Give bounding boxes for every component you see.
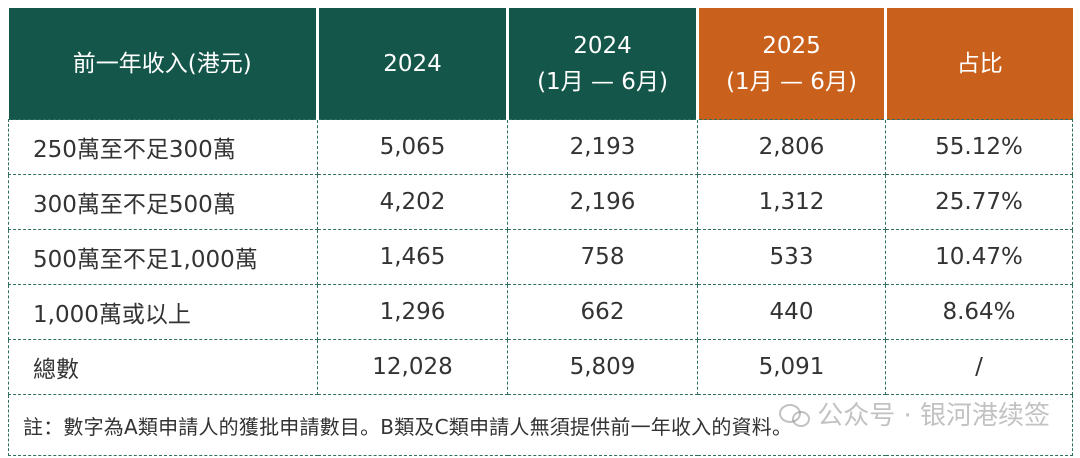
share-cell: 8.64% (885, 284, 1073, 340)
value-2025-h1-cell: 5,091 (697, 339, 886, 395)
value-2024-cell: 4,202 (317, 174, 508, 230)
share-cell: 25.77% (885, 174, 1073, 230)
table-header-row: 前一年收入(港元) 2024 2024 (1月 — 6月) 2025 (1月 —… (8, 8, 1073, 120)
header-2024: 2024 (317, 8, 509, 120)
header-2024-h1-period: (1月 — 6月) (537, 68, 668, 95)
watermark: 公众号 · 银河港续签 (779, 395, 1050, 432)
header-2024-h1: 2024 (1月 — 6月) (507, 8, 699, 120)
header-2024-label: 2024 (383, 50, 442, 77)
header-2025-h1: 2025 (1月 — 6月) (697, 8, 887, 120)
header-income: 前一年收入(港元) (8, 8, 319, 120)
value-2025-h1-cell: 533 (697, 229, 886, 285)
value-2024-h1-cell: 662 (507, 284, 698, 340)
value-2024-h1-cell: 2,196 (507, 174, 698, 230)
table-note: 註：數字為A類申請人的獲批申請數目。B類及C類申請人無須提供前一年收入的資料。 (8, 394, 1073, 456)
table-row: 500萬至不足1,000萬 1,465 758 533 10.47% (8, 229, 1073, 285)
table-row: 250萬至不足300萬 5,065 2,193 2,806 55.12% (8, 119, 1073, 175)
income-table-container: 前一年收入(港元) 2024 2024 (1月 — 6月) 2025 (1月 —… (8, 8, 1073, 456)
wechat-icon (779, 402, 811, 427)
value-2024-h1-cell: 2,193 (507, 119, 698, 175)
income-cell: 300萬至不足500萬 (8, 174, 318, 230)
value-2024-h1-cell: 758 (507, 229, 698, 285)
value-2024-cell: 12,028 (317, 339, 508, 395)
table-row: 1,000萬或以上 1,296 662 440 8.64% (8, 284, 1073, 340)
header-income-label: 前一年收入(港元) (72, 50, 252, 77)
header-share-label: 占比 (956, 50, 1003, 77)
header-share: 占比 (885, 8, 1073, 120)
value-2025-h1-cell: 440 (697, 284, 886, 340)
income-cell: 1,000萬或以上 (8, 284, 318, 340)
income-table: 前一年收入(港元) 2024 2024 (1月 — 6月) 2025 (1月 —… (8, 8, 1073, 456)
income-cell: 500萬至不足1,000萬 (8, 229, 318, 285)
table-row: 300萬至不足500萬 4,202 2,196 1,312 25.77% (8, 174, 1073, 230)
watermark-text: 公众号 · 银河港续签 (817, 401, 1050, 431)
income-cell: 250萬至不足300萬 (8, 119, 318, 175)
value-2025-h1-cell: 2,806 (697, 119, 886, 175)
share-cell: 55.12% (885, 119, 1073, 175)
header-2025-h1-period: (1月 — 6月) (726, 68, 857, 95)
value-2024-cell: 5,065 (317, 119, 508, 175)
share-cell: / (885, 339, 1073, 395)
value-2024-h1-cell: 5,809 (507, 339, 698, 395)
table-row-total: 總數 12,028 5,809 5,091 / (8, 339, 1073, 395)
header-2024-h1-year: 2024 (573, 32, 632, 59)
header-2025-h1-year: 2025 (762, 32, 821, 59)
value-2024-cell: 1,296 (317, 284, 508, 340)
table-note-row: 註：數字為A類申請人的獲批申請數目。B類及C類申請人無須提供前一年收入的資料。 (8, 394, 1073, 456)
value-2024-cell: 1,465 (317, 229, 508, 285)
share-cell: 10.47% (885, 229, 1073, 285)
value-2025-h1-cell: 1,312 (697, 174, 886, 230)
income-cell: 總數 (8, 339, 318, 395)
